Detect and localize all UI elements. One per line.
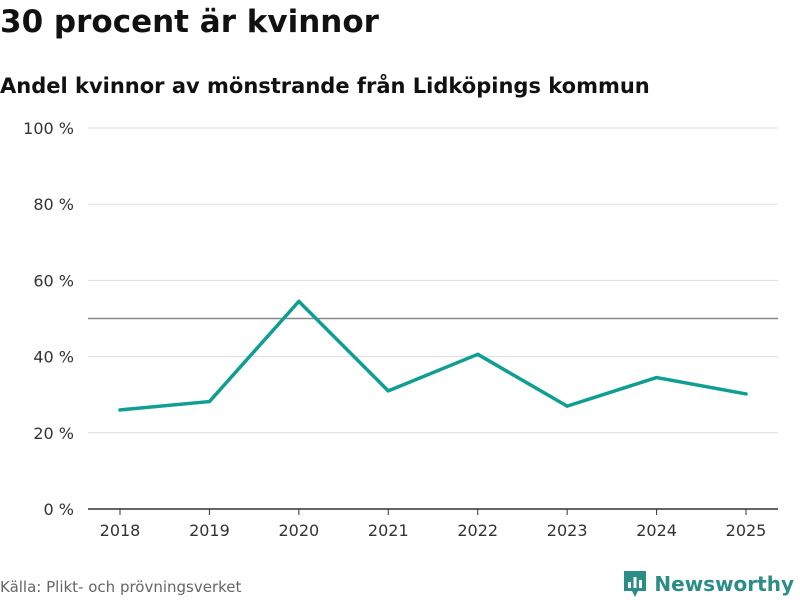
x-tick-label: 2019 (189, 521, 230, 540)
y-tick-label: 40 % (33, 348, 74, 367)
x-tick-label: 2023 (547, 521, 588, 540)
brand-logo[interactable]: Newsworthy (622, 569, 794, 599)
y-tick-label: 60 % (33, 271, 74, 290)
x-tick-label: 2020 (278, 521, 319, 540)
data-point (118, 408, 122, 412)
x-tick-label: 2021 (368, 521, 409, 540)
x-tick-label: 2018 (100, 521, 141, 540)
data-point (297, 299, 301, 303)
data-point (207, 399, 212, 404)
y-tick-label: 0 % (44, 500, 74, 519)
series-line (118, 299, 748, 412)
bar-chart-icon (624, 571, 647, 597)
brand-name: Newsworthy (654, 572, 794, 596)
source-note: Källa: Plikt- och prövningsverket (0, 578, 242, 596)
x-tick-label: 2025 (726, 521, 767, 540)
chart-subtitle: Andel kvinnor av mönstrande från Lidköpi… (0, 74, 650, 98)
data-point (744, 392, 748, 396)
data-point (654, 375, 659, 380)
chart-title: 30 procent är kvinnor (0, 4, 379, 40)
data-point (386, 389, 390, 393)
data-point (476, 352, 480, 356)
y-tick-label: 80 % (33, 195, 74, 214)
y-tick-label: 20 % (33, 424, 74, 443)
x-tick-label: 2022 (457, 521, 498, 540)
data-point (565, 404, 569, 408)
x-tick-label: 2024 (636, 521, 677, 540)
y-tick-label: 100 % (23, 119, 74, 138)
